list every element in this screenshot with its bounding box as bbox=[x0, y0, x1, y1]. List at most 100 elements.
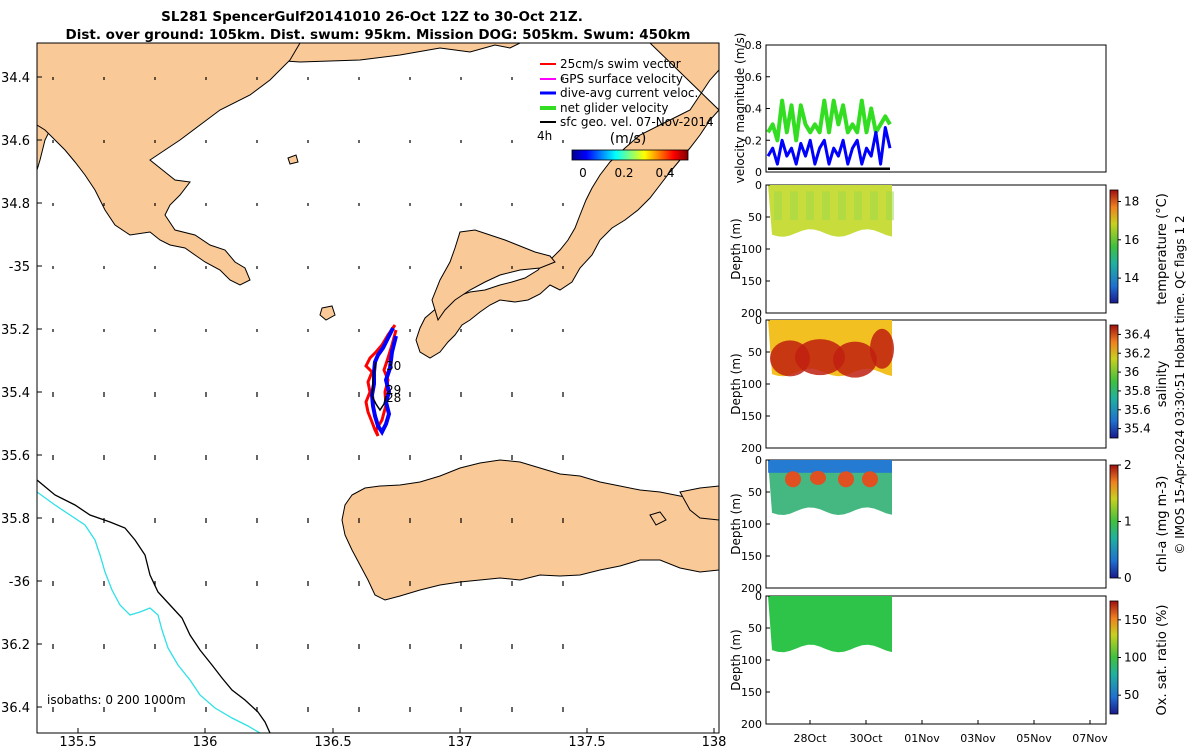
lon-tick-label: 136 bbox=[193, 735, 218, 750]
map-colorbar-tick-0: 0 bbox=[579, 166, 587, 180]
velocity-series-line bbox=[766, 98, 892, 143]
colorbar-tick-label: 16 bbox=[1124, 233, 1139, 247]
time-tick-label: 01Nov bbox=[904, 732, 940, 745]
land-eyre-east bbox=[37, 43, 301, 286]
section-panel-1: 0 50 100 150 200 Depth (m) 14 16 18 temperature (… bbox=[729, 179, 1170, 320]
colorbar-tick-label: 35.6 bbox=[1124, 403, 1151, 417]
map-colorbar bbox=[571, 149, 689, 161]
section-streak bbox=[806, 191, 814, 221]
lon-tick-label: 138 bbox=[702, 735, 727, 750]
lon-tick-label: 137.5 bbox=[568, 735, 605, 750]
section-ytick-label: 150 bbox=[741, 550, 762, 563]
section-colorbar-label: Ox. sat. ratio (%) bbox=[1155, 605, 1170, 716]
isobath-200m bbox=[37, 479, 271, 733]
section-colorbar-label: chl-a (mg m-3) bbox=[1155, 476, 1170, 573]
lon-tick-label: 136.5 bbox=[314, 735, 351, 750]
colorbar-tick-label: 18 bbox=[1124, 194, 1139, 208]
section-streak bbox=[854, 191, 862, 221]
glider-track bbox=[364, 324, 398, 437]
time-tick-label: 07Nov bbox=[1072, 732, 1108, 745]
section-panel-3: 0 50 100 150 200 Depth (m) 0 1 2 chl-a (mg m-3) bbox=[729, 454, 1170, 595]
section-colorbar-label: temperature (°C) bbox=[1155, 193, 1170, 305]
land-island-small-3 bbox=[649, 511, 667, 526]
day-label-28: 28 bbox=[386, 391, 401, 405]
time-tick-label: 30Oct bbox=[849, 732, 883, 745]
track-dive-avg-current bbox=[369, 327, 398, 436]
section-ylabel: Depth (m) bbox=[729, 493, 743, 554]
colorbar-tick-label: 35.4 bbox=[1124, 422, 1151, 436]
section-ytick-label: 150 bbox=[741, 275, 762, 288]
colorbar-tick-label: 0 bbox=[1124, 571, 1132, 585]
colorbar-tick-label: 36.4 bbox=[1124, 327, 1151, 341]
section-ytick-label: 200 bbox=[741, 307, 762, 320]
geostrophic-velocity-arrows bbox=[52, 77, 564, 712]
land-island-small-1 bbox=[287, 154, 299, 165]
velocity-ytick-label: 0.6 bbox=[745, 71, 763, 84]
colorbar-tick-label: 2 bbox=[1124, 458, 1132, 472]
section-ytick-label: 0 bbox=[755, 454, 762, 467]
colorbar-tick-label: 14 bbox=[1124, 271, 1139, 285]
track-net-velocity bbox=[371, 361, 387, 412]
lon-tick-label: 137 bbox=[448, 735, 473, 750]
section-colorbar bbox=[1109, 324, 1119, 439]
landmass bbox=[37, 43, 719, 601]
legend-swim-vector: 25cm/s swim vector bbox=[560, 57, 681, 71]
section-ytick-label: 100 bbox=[741, 654, 762, 667]
velocity-panel: 0 0.2 0.4 0.6 0.8 velocity magnitude (m/s) bbox=[733, 33, 1107, 183]
section-ytick-label: 200 bbox=[741, 582, 762, 595]
section-panel-4: 0 50 100 150 200 Depth (m) 50 100 150 Ox. sat. ra… bbox=[729, 590, 1170, 731]
map-legend: 25cm/s swim vector GPS surface velocity … bbox=[537, 57, 714, 180]
section-colorbar bbox=[1109, 189, 1119, 304]
velocity-ytick-label: 0 bbox=[755, 166, 762, 179]
colorbar-tick-label: 36.2 bbox=[1124, 346, 1151, 360]
legend-gps-velocity: GPS surface velocity bbox=[560, 72, 683, 86]
legend-net-glider-velocity: net glider velocity bbox=[560, 101, 668, 115]
colorbar-tick-label: 150 bbox=[1124, 613, 1147, 627]
section-saline-patch bbox=[795, 339, 845, 376]
land-kangaroo-island bbox=[341, 459, 719, 601]
section-ytick-label: 100 bbox=[741, 518, 762, 531]
lat-tick-label: -35 bbox=[9, 260, 30, 275]
land-yorke-north bbox=[431, 229, 556, 322]
section-ytick-label: 0 bbox=[755, 314, 762, 327]
footer-credit: © IMOS 15-Apr-2024 03:30:51 Hobart time.… bbox=[1173, 215, 1187, 554]
section-ytick-label: 50 bbox=[748, 346, 762, 359]
section-colorbar bbox=[1109, 464, 1119, 579]
section-ytick-label: 200 bbox=[741, 442, 762, 455]
colorbar-tick-label: 100 bbox=[1124, 651, 1147, 665]
isobath-1000m bbox=[37, 491, 261, 733]
section-ytick-label: 150 bbox=[741, 410, 762, 423]
velocity-ytick-label: 0.2 bbox=[745, 134, 763, 147]
map-frame bbox=[36, 42, 720, 734]
section-ytick-label: 50 bbox=[748, 211, 762, 224]
time-tick-label: 03Nov bbox=[960, 732, 996, 745]
land-yorke-peninsula bbox=[415, 43, 719, 359]
section-streak bbox=[838, 191, 846, 221]
lat-tick-label: 36.4 bbox=[1, 701, 30, 716]
title-line-2: Dist. over ground: 105km. Dist. swum: 95… bbox=[66, 27, 691, 43]
section-streak bbox=[790, 191, 798, 221]
title-line-1: SL281 SpencerGulf20141010 26-Oct 12Z to … bbox=[161, 9, 583, 25]
lat-tick-label: 34.4 bbox=[1, 71, 30, 86]
section-panel-2: 0 50 100 150 200 Depth (m) 35.4 35.6 35.8 36 36.2 3… bbox=[729, 314, 1170, 455]
section-ytick-label: 0 bbox=[755, 590, 762, 603]
lat-tick-label: 36.2 bbox=[1, 638, 30, 653]
legend-sfc-geo-vel: sfc geo. vel. 07-Nov-2014 bbox=[560, 115, 714, 129]
lon-tick-label: 135.5 bbox=[59, 735, 96, 750]
section-ylabel: Depth (m) bbox=[729, 629, 743, 690]
map-latitude-ticks: 34.4 34.6 34.8 -35 35.2 35.4 35.6 35.8 -36 36.2 36… bbox=[1, 71, 42, 716]
map-colorbar-label: (m/s) bbox=[610, 131, 647, 147]
day-label-30: 30 bbox=[386, 359, 401, 373]
section-chl-patch bbox=[838, 471, 854, 488]
lat-tick-label: 35.8 bbox=[1, 512, 30, 527]
legend-time-label: 4h bbox=[537, 129, 552, 143]
velocity-series-line bbox=[766, 126, 892, 166]
lat-tick-label: -36 bbox=[9, 575, 30, 590]
colorbar-tick-label: 36 bbox=[1124, 365, 1139, 379]
time-tick-label: 28Oct bbox=[793, 732, 827, 745]
section-saline-patch bbox=[870, 328, 894, 369]
section-streak bbox=[822, 191, 830, 221]
section-streak bbox=[886, 191, 894, 221]
day-label-29: 29 bbox=[386, 383, 401, 397]
